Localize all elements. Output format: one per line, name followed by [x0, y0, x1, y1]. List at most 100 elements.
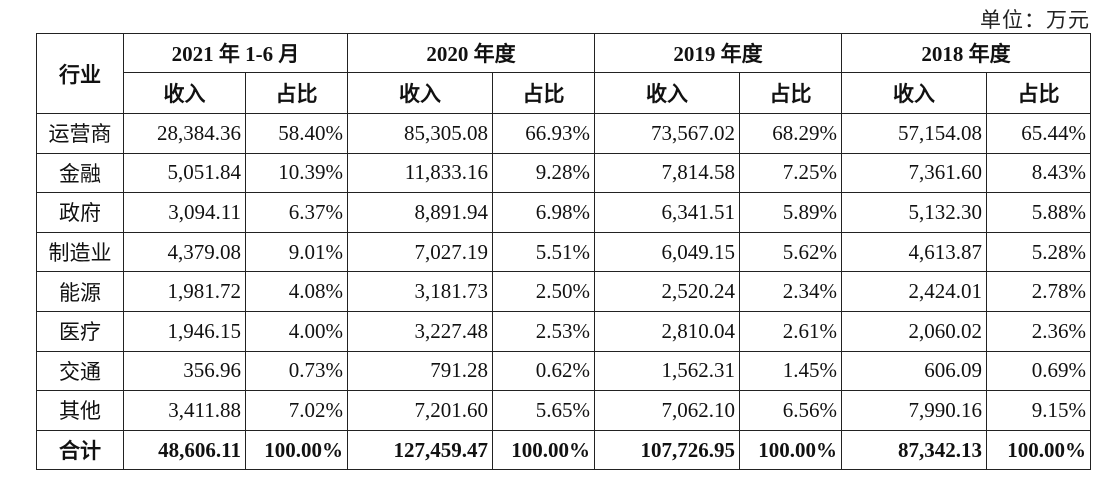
header-revenue: 收入 — [123, 72, 246, 114]
share-cell: 7.25% — [739, 152, 842, 194]
table-row: 政府 3,094.11 6.37% 8,891.94 6.98% 6,341.51 5.89… — [36, 192, 1091, 233]
revenue-cell: 3,227.48 — [347, 310, 493, 352]
header-industry: 行业 — [36, 33, 124, 114]
header-share: 占比 — [492, 72, 595, 114]
revenue-cell: 11,833.16 — [347, 152, 493, 194]
revenue-cell: 356.96 — [123, 350, 246, 392]
revenue-cell: 7,062.10 — [594, 390, 740, 431]
revenue-cell: 7,201.60 — [347, 390, 493, 431]
revenue-cell: 5,051.84 — [123, 152, 246, 194]
share-cell: 9.15% — [986, 390, 1091, 431]
header-revenue: 收入 — [347, 72, 493, 114]
share-cell: 8.43% — [986, 152, 1091, 194]
industry-cell: 合计 — [36, 429, 124, 471]
table-body: 运营商 28,384.36 58.40% 85,305.08 66.93% 73,567.… — [36, 113, 1091, 471]
revenue-cell: 28,384.36 — [123, 113, 246, 154]
industry-cell: 医疗 — [36, 310, 124, 352]
header-revenue: 收入 — [594, 72, 740, 114]
revenue-cell: 2,520.24 — [594, 271, 740, 312]
industry-cell: 运营商 — [36, 113, 124, 154]
share-cell: 2.78% — [986, 271, 1091, 312]
share-cell: 6.98% — [492, 192, 595, 233]
share-cell: 0.73% — [245, 350, 348, 392]
revenue-cell: 7,027.19 — [347, 231, 493, 273]
revenue-cell: 1,946.15 — [123, 310, 246, 352]
table-row: 交通 356.96 0.73% 791.28 0.62% 1,562.31 1.45% 606… — [36, 350, 1091, 392]
revenue-cell: 57,154.08 — [841, 113, 987, 154]
industry-cell: 交通 — [36, 350, 124, 392]
share-cell: 10.39% — [245, 152, 348, 194]
share-cell: 66.93% — [492, 113, 595, 154]
share-cell: 5.51% — [492, 231, 595, 273]
revenue-cell: 3,094.11 — [123, 192, 246, 233]
share-cell: 2.53% — [492, 310, 595, 352]
revenue-cell: 73,567.02 — [594, 113, 740, 154]
share-cell: 5.65% — [492, 390, 595, 431]
share-cell: 2.34% — [739, 271, 842, 312]
share-cell: 5.62% — [739, 231, 842, 273]
header-share: 占比 — [245, 72, 348, 114]
share-cell: 7.02% — [245, 390, 348, 431]
industry-cell: 制造业 — [36, 231, 124, 273]
table-row: 制造业 4,379.08 9.01% 7,027.19 5.51% 6,049.15 5.6… — [36, 231, 1091, 273]
revenue-cell: 5,132.30 — [841, 192, 987, 233]
share-cell: 5.89% — [739, 192, 842, 233]
industry-cell: 其他 — [36, 390, 124, 431]
header-period-2018: 2018 年度 — [841, 33, 1091, 73]
table-row: 能源 1,981.72 4.08% 3,181.73 2.50% 2,520.24 2.34… — [36, 271, 1091, 312]
revenue-cell: 127,459.47 — [347, 429, 493, 471]
revenue-cell: 1,981.72 — [123, 271, 246, 312]
revenue-cell: 791.28 — [347, 350, 493, 392]
share-cell: 1.45% — [739, 350, 842, 392]
revenue-cell: 107,726.95 — [594, 429, 740, 471]
share-cell: 4.00% — [245, 310, 348, 352]
revenue-cell: 2,424.01 — [841, 271, 987, 312]
industry-cell: 能源 — [36, 271, 124, 312]
revenue-cell: 3,411.88 — [123, 390, 246, 431]
header-period-2020: 2020 年度 — [347, 33, 595, 73]
revenue-cell: 4,613.87 — [841, 231, 987, 273]
revenue-cell: 6,049.15 — [594, 231, 740, 273]
share-cell: 9.01% — [245, 231, 348, 273]
share-cell: 100.00% — [245, 429, 348, 471]
revenue-cell: 7,990.16 — [841, 390, 987, 431]
revenue-cell: 85,305.08 — [347, 113, 493, 154]
share-cell: 2.61% — [739, 310, 842, 352]
revenue-cell: 6,341.51 — [594, 192, 740, 233]
revenue-cell: 2,060.02 — [841, 310, 987, 352]
share-cell: 2.50% — [492, 271, 595, 312]
revenue-cell: 48,606.11 — [123, 429, 246, 471]
revenue-by-industry-table: 行业 2021 年 1-6 月 2020 年度 2019 年度 2018 年度 … — [36, 33, 1091, 471]
share-cell: 100.00% — [986, 429, 1091, 471]
header-share: 占比 — [739, 72, 842, 114]
share-cell: 0.62% — [492, 350, 595, 392]
share-cell: 0.69% — [986, 350, 1091, 392]
revenue-cell: 4,379.08 — [123, 231, 246, 273]
share-cell: 4.08% — [245, 271, 348, 312]
share-cell: 6.37% — [245, 192, 348, 233]
share-cell: 68.29% — [739, 113, 842, 154]
table-row: 医疗 1,946.15 4.00% 3,227.48 2.53% 2,810.04 2.61… — [36, 310, 1091, 352]
share-cell: 5.28% — [986, 231, 1091, 273]
revenue-cell: 3,181.73 — [347, 271, 493, 312]
share-cell: 9.28% — [492, 152, 595, 194]
share-cell: 65.44% — [986, 113, 1091, 154]
header-share: 占比 — [986, 72, 1091, 114]
share-cell: 5.88% — [986, 192, 1091, 233]
revenue-cell: 606.09 — [841, 350, 987, 392]
revenue-cell: 2,810.04 — [594, 310, 740, 352]
header-period-2019: 2019 年度 — [594, 33, 842, 73]
industry-cell: 政府 — [36, 192, 124, 233]
share-cell: 2.36% — [986, 310, 1091, 352]
unit-label: 单位：万元 — [980, 8, 1090, 32]
revenue-cell: 1,562.31 — [594, 350, 740, 392]
table-row: 金融 5,051.84 10.39% 11,833.16 9.28% 7,814.58 7.… — [36, 152, 1091, 194]
revenue-cell: 8,891.94 — [347, 192, 493, 233]
revenue-cell: 7,361.60 — [841, 152, 987, 194]
share-cell: 100.00% — [739, 429, 842, 471]
share-cell: 58.40% — [245, 113, 348, 154]
revenue-cell: 87,342.13 — [841, 429, 987, 471]
share-cell: 100.00% — [492, 429, 595, 471]
header-revenue: 收入 — [841, 72, 987, 114]
industry-cell: 金融 — [36, 152, 124, 194]
